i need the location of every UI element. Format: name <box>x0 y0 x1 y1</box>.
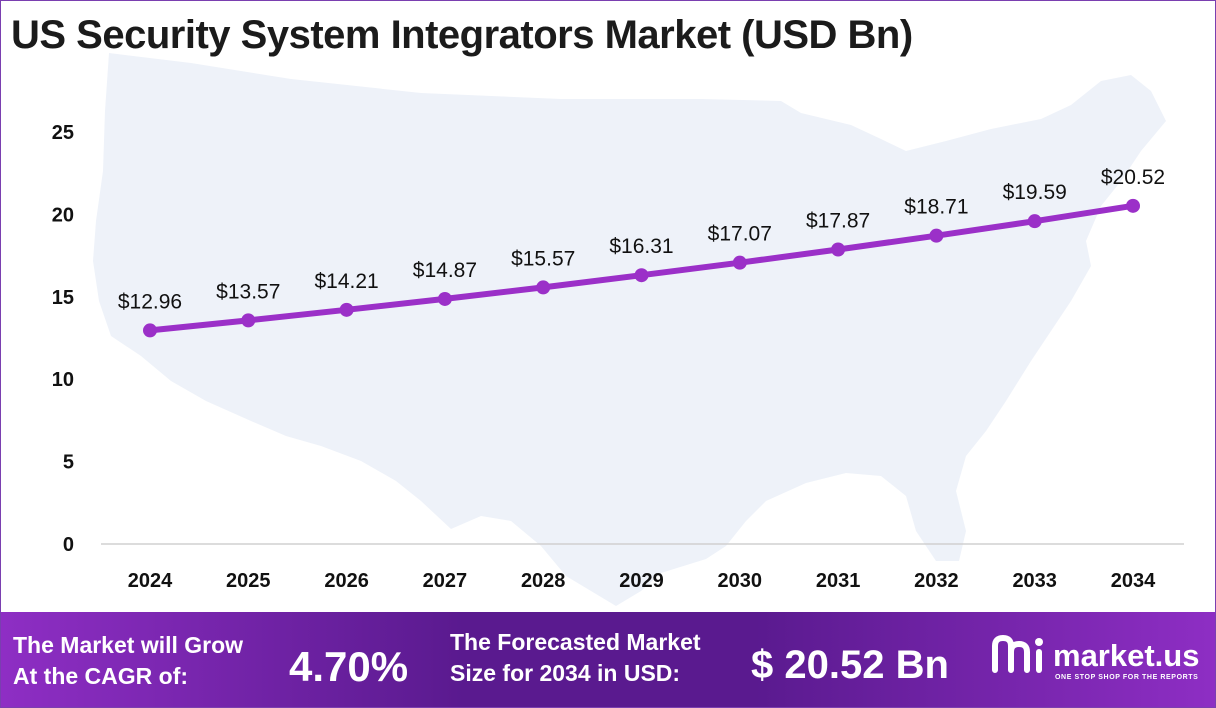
data-label: $17.87 <box>806 210 870 233</box>
forecast-caption-line2: Size for 2034 in USD: <box>450 660 681 686</box>
data-label: $14.21 <box>314 270 378 293</box>
forecast-caption: The Forecasted Market Size for 2034 in U… <box>450 627 701 689</box>
x-tick-label: 2032 <box>914 570 959 592</box>
cagr-caption-line2: At the CAGR of: <box>13 663 189 689</box>
data-point <box>437 291 452 306</box>
y-tick-label: 15 <box>52 287 74 309</box>
data-point <box>929 228 944 243</box>
data-label: $15.57 <box>511 247 575 270</box>
x-tick-label: 2025 <box>226 570 271 592</box>
cagr-caption: The Market will Grow At the CAGR of: <box>13 630 243 692</box>
x-tick-label: 2034 <box>1111 570 1156 592</box>
data-point <box>339 302 354 317</box>
data-label: $17.07 <box>708 223 772 246</box>
market-us-logo-icon <box>992 634 1043 673</box>
data-label: $13.57 <box>216 280 280 303</box>
data-point <box>732 255 747 270</box>
data-point <box>241 313 256 328</box>
x-tick-label: 2028 <box>521 570 566 592</box>
y-tick-label: 10 <box>52 369 74 391</box>
data-point <box>1027 214 1042 229</box>
footer-banner: The Market will Grow At the CAGR of: 4.7… <box>1 612 1215 707</box>
x-tick-label: 2029 <box>619 570 664 592</box>
data-label: $16.31 <box>609 235 673 258</box>
brand-logo: market.us ONE STOP SHOP FOR THE REPORTS <box>991 632 1199 692</box>
brand-name: market.us <box>1053 638 1200 673</box>
x-tick-label: 2033 <box>1012 570 1057 592</box>
y-tick-label: 0 <box>63 534 74 556</box>
x-tick-label: 2026 <box>324 570 369 592</box>
data-label: $18.71 <box>904 196 968 219</box>
x-tick-labels: 2024 2025 2026 2027 2028 2029 2030 2031 2032 2033… <box>128 570 1156 592</box>
y-tick-label: 25 <box>52 122 74 144</box>
data-points <box>143 198 1140 338</box>
chart-title: US Security System Integrators Market (U… <box>11 13 913 57</box>
data-label: $19.59 <box>1003 181 1067 204</box>
x-tick-label: 2027 <box>423 570 468 592</box>
data-point <box>634 268 649 283</box>
brand-tagline: ONE STOP SHOP FOR THE REPORTS <box>1055 674 1199 681</box>
y-tick-labels: 0 5 10 15 20 25 <box>52 122 74 556</box>
data-point <box>143 323 157 338</box>
data-label: $12.96 <box>118 290 182 313</box>
x-tick-label: 2024 <box>128 570 173 592</box>
data-point <box>1126 198 1140 213</box>
data-point <box>536 280 551 295</box>
us-map-silhouette <box>93 53 1166 606</box>
data-point <box>831 242 846 257</box>
forecast-caption-line1: The Forecasted Market <box>450 629 701 655</box>
x-tick-label: 2031 <box>816 570 861 592</box>
x-tick-label: 2030 <box>718 570 763 592</box>
data-label: $14.87 <box>413 259 477 282</box>
cagr-value: 4.70% <box>289 643 409 690</box>
y-tick-label: 20 <box>52 204 74 226</box>
data-labels: $12.96 $13.57 $14.21 $14.87 $15.57 $16.31 $17.… <box>118 166 1165 314</box>
y-tick-label: 5 <box>63 452 74 474</box>
data-label: $20.52 <box>1101 166 1165 189</box>
cagr-caption-line1: The Market will Grow <box>13 632 244 658</box>
forecast-value: $ 20.52 Bn <box>751 643 949 687</box>
